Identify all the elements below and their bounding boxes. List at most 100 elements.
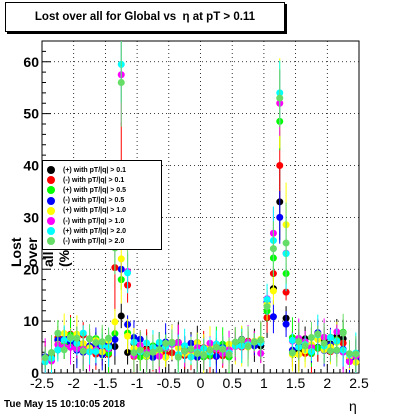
data-point [295, 337, 303, 345]
legend-label: (-) with pT/|q| > 1.0 [63, 217, 125, 225]
legend-marker [47, 206, 55, 215]
chart-title-symbol: η [182, 11, 190, 23]
data-point [276, 94, 284, 102]
y-tick-label: 0 [31, 365, 39, 381]
data-point [263, 295, 271, 303]
legend-entry: (+) with pT/|q| > 0.1 [47, 165, 126, 175]
x-axis-label: η [349, 398, 357, 414]
data-point [98, 338, 106, 346]
legend-label: (+) with pT/|q| > 1.0 [63, 207, 127, 215]
data-point [60, 346, 68, 354]
data-point [48, 348, 56, 356]
x-tick-label: 0.5 [222, 375, 242, 391]
legend-entry: (+) with pT/|q| > 1.0 [47, 206, 126, 216]
data-point [41, 354, 49, 362]
data-point [181, 347, 189, 355]
data-point [105, 334, 113, 342]
legend: (+) with pT/|q| > 0.1 (-) with pT/|q| > 0… [42, 160, 162, 250]
data-point [269, 287, 277, 295]
legend-marker [47, 166, 55, 174]
legend-label: (+) with pT/|q| > 0.5 [63, 186, 127, 194]
legend-entry: (-) with pT/|q| > 0.1 [47, 175, 124, 185]
legend-marker [47, 217, 55, 225]
data-point [276, 162, 284, 169]
x-tick-label: 0 [197, 375, 205, 391]
data-point [155, 345, 163, 353]
x-tick-label: 2.5 [349, 375, 369, 391]
data-point [339, 329, 347, 337]
data-point [92, 339, 100, 347]
y-tick-label: 30 [23, 209, 39, 225]
y-tick-label: 10 [23, 313, 39, 329]
legend-label: (+) with pT/|q| > 0.1 [63, 166, 127, 174]
y-tick-label: 40 [23, 158, 39, 174]
x-tick-label: 1 [260, 375, 268, 391]
data-point [333, 346, 341, 354]
data-point [250, 338, 258, 346]
data-point [263, 303, 271, 311]
legend-marker [47, 176, 55, 185]
x-tick-label: -2.5 [30, 375, 54, 391]
legend-label: (-) with pT/|q| > 2.0 [63, 237, 125, 245]
y-tick-label: 50 [23, 106, 39, 122]
data-point [206, 346, 214, 354]
data-point [301, 342, 309, 350]
data-point [219, 345, 227, 353]
legend-marker [47, 227, 55, 236]
data-point [111, 318, 119, 326]
x-tick-label: -2 [67, 375, 80, 391]
chart-title-prefix: Lost over all for Global vs [34, 11, 177, 23]
data-point [149, 348, 157, 356]
data-point [117, 79, 125, 86]
legend-marker [47, 186, 55, 195]
data-point [200, 351, 208, 359]
data-point [231, 338, 239, 346]
data-point [314, 330, 322, 338]
data-point [124, 269, 132, 277]
data-point [143, 350, 151, 358]
chart-title-suffix: at pT > 0.11 [189, 11, 256, 23]
data-point [282, 239, 290, 247]
data-point [60, 336, 68, 344]
timestamp: Tue May 15 10:10:05 2018 [4, 399, 126, 410]
data-point [345, 350, 353, 358]
x-tick-label: 2 [323, 375, 331, 391]
data-point [320, 339, 328, 347]
data-point [168, 338, 176, 346]
legend-entry: (+) with pT/|q| > 0.5 [47, 185, 126, 195]
data-point [54, 346, 62, 354]
data-point [92, 347, 100, 355]
x-tick-label: -1.5 [93, 375, 117, 391]
data-point [54, 329, 62, 337]
data-point [282, 288, 290, 296]
data-point [111, 336, 119, 344]
data-point [307, 334, 315, 342]
legend-entry: (+) with pT/|q| > 2.0 [47, 226, 126, 236]
data-point [352, 350, 360, 358]
legend-entry: (-) with pT/|q| > 2.0 [47, 236, 124, 246]
data-point [288, 349, 296, 357]
data-point [86, 335, 94, 343]
legend-marker [47, 196, 55, 205]
data-point [67, 334, 75, 342]
data-point [269, 313, 277, 321]
data-point [162, 339, 170, 347]
x-tick-label: -1 [131, 375, 144, 391]
data-point [288, 336, 296, 344]
data-point [136, 346, 144, 354]
data-point [117, 255, 125, 263]
data-point [187, 345, 195, 353]
data-point [326, 334, 334, 342]
legend-marker [47, 237, 55, 246]
y-tick-label: 20 [23, 261, 39, 277]
data-point [193, 350, 201, 358]
x-tick-label: 1.5 [286, 375, 306, 391]
legend-label: (+) with pT/|q| > 2.0 [63, 227, 127, 235]
data-point [73, 334, 81, 342]
legend-entry: (-) with pT/|q| > 0.5 [47, 196, 124, 206]
legend-entry: (-) with pT/|q| > 1.0 [47, 216, 124, 226]
data-point [212, 343, 220, 351]
x-tick-label: -0.5 [157, 375, 181, 391]
data-point [244, 342, 252, 350]
